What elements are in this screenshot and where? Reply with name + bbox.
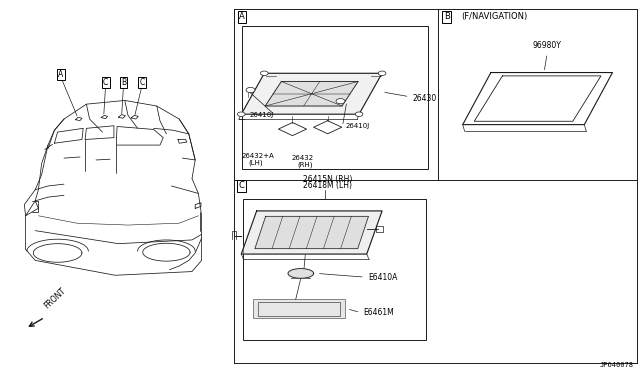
Bar bbox=[243, 199, 426, 340]
Polygon shape bbox=[255, 217, 369, 248]
Bar bbox=[258, 302, 340, 316]
Text: B: B bbox=[444, 12, 450, 21]
Bar bbox=[253, 299, 345, 318]
Polygon shape bbox=[265, 81, 358, 106]
Circle shape bbox=[336, 99, 345, 104]
Text: 26415N (RH): 26415N (RH) bbox=[303, 175, 352, 184]
Text: 26432: 26432 bbox=[291, 155, 314, 161]
Circle shape bbox=[260, 71, 268, 76]
Text: E6461M: E6461M bbox=[364, 308, 394, 317]
Text: C: C bbox=[140, 78, 145, 87]
Text: JP640078: JP640078 bbox=[600, 362, 634, 368]
Circle shape bbox=[355, 112, 363, 116]
Text: (RH): (RH) bbox=[298, 162, 313, 168]
Text: C: C bbox=[239, 182, 245, 190]
Circle shape bbox=[378, 71, 386, 76]
Polygon shape bbox=[288, 269, 314, 278]
Polygon shape bbox=[241, 211, 382, 254]
Text: 26418M (LH): 26418M (LH) bbox=[303, 181, 352, 190]
Polygon shape bbox=[241, 73, 382, 114]
Circle shape bbox=[237, 112, 245, 116]
Text: 26410J: 26410J bbox=[346, 124, 370, 129]
Text: A: A bbox=[58, 70, 63, 79]
Text: B: B bbox=[121, 78, 126, 87]
Text: C: C bbox=[103, 78, 108, 87]
Text: A: A bbox=[239, 12, 244, 21]
Bar bbox=[242, 26, 428, 169]
Circle shape bbox=[246, 87, 255, 93]
Text: (LH): (LH) bbox=[248, 159, 263, 166]
Text: 26410J: 26410J bbox=[250, 112, 274, 118]
Text: 26430: 26430 bbox=[413, 94, 437, 103]
Text: FRONT: FRONT bbox=[42, 286, 68, 311]
Text: 96980Y: 96980Y bbox=[532, 41, 562, 50]
Text: (F/NAVIGATION): (F/NAVIGATION) bbox=[461, 12, 527, 21]
Text: E6410A: E6410A bbox=[368, 273, 397, 282]
Text: 26432+A: 26432+A bbox=[242, 153, 275, 158]
